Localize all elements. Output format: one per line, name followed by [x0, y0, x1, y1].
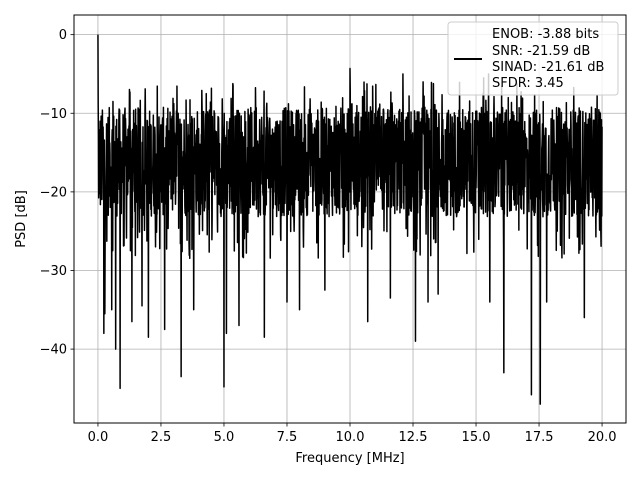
x-tick-label: 7.5 — [277, 430, 298, 445]
x-tick-label: 5.0 — [214, 430, 235, 445]
x-tick-label: 10.0 — [336, 430, 365, 445]
y-tick-label: −10 — [40, 107, 67, 122]
legend: ENOB: -3.88 bits SNR: -21.59 dB SINAD: -… — [447, 21, 619, 96]
x-axis: 0.0 2.5 5.0 7.5 10.0 12.5 15.0 17.5 20.0 — [88, 423, 617, 445]
psd-series-line — [97, 34, 603, 405]
y-tick-label: 0 — [59, 28, 67, 43]
legend-text-snr: SNR: -21.59 dB — [492, 44, 590, 59]
x-tick-label: 17.5 — [525, 430, 554, 445]
x-axis-label: Frequency [MHz] — [295, 451, 404, 466]
legend-text-sinad: SINAD: -21.61 dB — [492, 60, 604, 75]
y-axis-label: PSD [dB] — [14, 190, 29, 248]
legend-box — [447, 21, 619, 96]
series-layer — [97, 34, 603, 405]
y-axis: 0 −10 −20 −30 −40 — [40, 28, 74, 358]
y-tick-label: −40 — [40, 343, 67, 358]
y-tick-label: −30 — [40, 264, 67, 279]
x-tick-label: 12.5 — [399, 430, 428, 445]
x-tick-label: 15.0 — [462, 430, 491, 445]
legend-text-sfdr: SFDR: 3.45 — [492, 76, 564, 91]
y-tick-label: −20 — [40, 185, 67, 200]
x-tick-label: 2.5 — [151, 430, 172, 445]
legend-text-enob: ENOB: -3.88 bits — [492, 27, 599, 42]
x-tick-label: 0.0 — [88, 430, 109, 445]
x-tick-label: 20.0 — [588, 430, 617, 445]
